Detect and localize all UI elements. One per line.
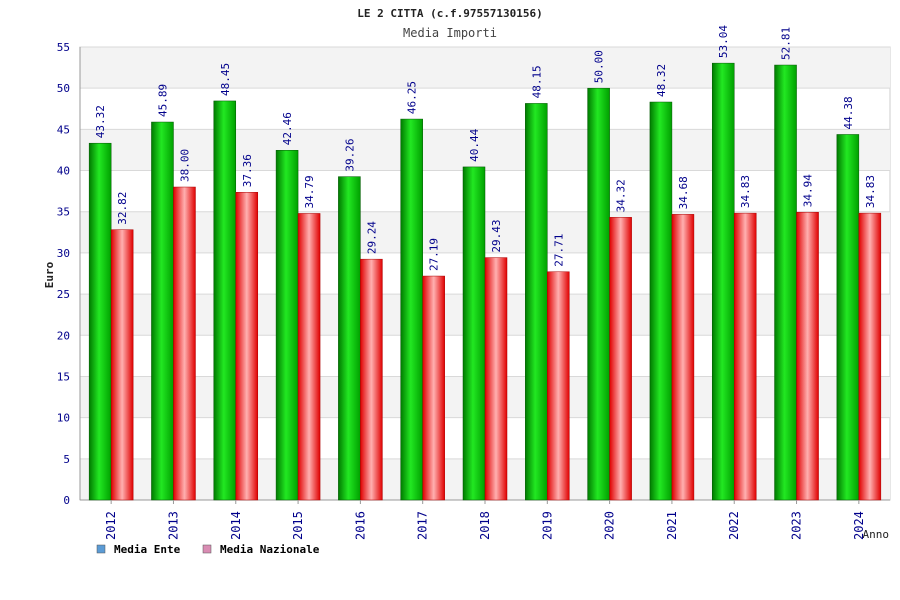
data-label: 39.26 [343,139,356,172]
bar-media-ente-2014 [213,100,237,501]
bar-media-nazionale-2017 [422,275,445,501]
bar-media-nazionale-2022 [733,212,757,501]
bar-media-ente-2018 [462,166,486,501]
data-label: 34.83 [864,175,877,208]
x-tick-label: 2020 [603,511,617,540]
bar-media-ente-2021 [649,101,673,501]
y-tick-label: 15 [57,370,70,383]
data-label: 53.04 [717,25,730,58]
grid-band [80,129,890,171]
bar-media-nazionale-2012 [110,229,134,501]
chart-title: LE 2 CITTA (c.f.97557130156) [357,7,542,20]
bar-media-nazionale-2015 [297,213,321,501]
data-label: 40.44 [468,128,481,161]
data-label: 38.00 [178,149,191,182]
bar-media-nazionale-2020 [609,217,632,501]
legend-swatch-media-nazionale [202,544,212,554]
data-label: 34.68 [677,176,690,209]
y-tick-label: 0 [63,494,70,507]
y-tick-label: 45 [57,123,70,136]
bar-media-ente-2019 [525,103,548,501]
data-label: 50.00 [593,50,606,83]
data-label: 29.43 [490,219,503,252]
data-label: 34.79 [303,175,316,208]
bar-media-ente-2012 [88,142,112,501]
y-tick-label: 10 [57,412,70,425]
grid-band [80,47,890,89]
bar-media-ente-2024 [836,134,860,501]
data-label: 29.24 [365,221,378,254]
bar-media-ente-2015 [275,150,299,501]
data-label: 34.83 [739,175,752,208]
bar-media-ente-2017 [400,118,423,501]
data-label: 34.94 [802,174,815,207]
bar-media-ente-2016 [338,176,361,501]
bar-media-ente-2013 [151,121,174,501]
data-label: 27.19 [428,238,441,271]
data-label: 48.15 [530,65,543,98]
legend: Media Ente Media Nazionale [96,543,320,556]
y-tick-label: 20 [57,329,70,342]
y-tick-label: 35 [57,206,70,219]
data-label: 46.25 [406,81,419,114]
bar-media-ente-2020 [587,87,610,501]
bar-media-nazionale-2014 [235,192,259,501]
x-axis-label: Anno [863,528,890,541]
data-label: 42.46 [281,112,294,145]
x-tick-label: 2019 [540,511,554,540]
bars [88,62,882,501]
y-tick-label: 55 [57,41,70,54]
x-tick-label: 2017 [416,511,430,540]
chart-subtitle: Media Importi [403,26,497,40]
y-tick-label: 40 [57,165,70,178]
x-tick-label: 2021 [665,511,679,540]
x-tick-label: 2016 [353,511,367,540]
legend-label-media-nazionale: Media Nazionale [220,543,320,556]
x-tick-label: 2014 [229,511,243,540]
data-label: 43.32 [94,105,107,138]
x-tick-label: 2024 [852,511,866,540]
data-label: 37.36 [241,154,254,187]
x-tick-label: 2012 [104,511,118,540]
y-tick-label: 50 [57,82,70,95]
bar-media-nazionale-2019 [547,271,570,501]
x-tick-label: 2022 [727,511,741,540]
bar-media-nazionale-2023 [796,211,819,501]
y-tick-label: 5 [63,453,70,466]
bar-media-ente-2023 [774,64,797,501]
data-label: 45.89 [156,84,169,117]
legend-swatch-media-ente [96,544,106,554]
legend-label-media-ente: Media Ente [114,543,181,556]
y-axis-ticks: 0 5 10 15 20 25 30 35 40 45 50 55 [57,41,70,507]
x-tick-label: 2015 [291,511,305,540]
bar-media-nazionale-2021 [671,214,695,501]
bar-media-nazionale-2024 [858,212,882,501]
y-tick-label: 25 [57,288,70,301]
bar-media-ente-2022 [711,62,735,501]
x-tick-label: 2013 [166,511,180,540]
x-tick-label: 2023 [790,511,804,540]
y-tick-label: 30 [57,247,70,260]
data-label: 27.71 [552,234,565,267]
x-tick-label: 2018 [478,511,492,540]
data-label: 52.81 [780,27,793,60]
data-label: 34.32 [615,179,628,212]
x-axis-ticks: 2012 2013 2014 2015 2016 2017 2018 2019 2020 2021… [104,500,866,540]
data-label: 48.32 [655,64,668,97]
bar-media-nazionale-2016 [360,258,383,501]
y-axis-label: Euro [43,261,56,288]
bar-media-nazionale-2013 [173,186,196,501]
data-labels: 43.32 32.82 45.89 38.00 48.45 37.36 42.46 34.79… [94,25,877,271]
data-label: 48.45 [219,63,232,96]
data-label: 32.82 [116,192,129,225]
data-label: 44.38 [842,96,855,129]
bar-media-nazionale-2018 [484,257,508,501]
